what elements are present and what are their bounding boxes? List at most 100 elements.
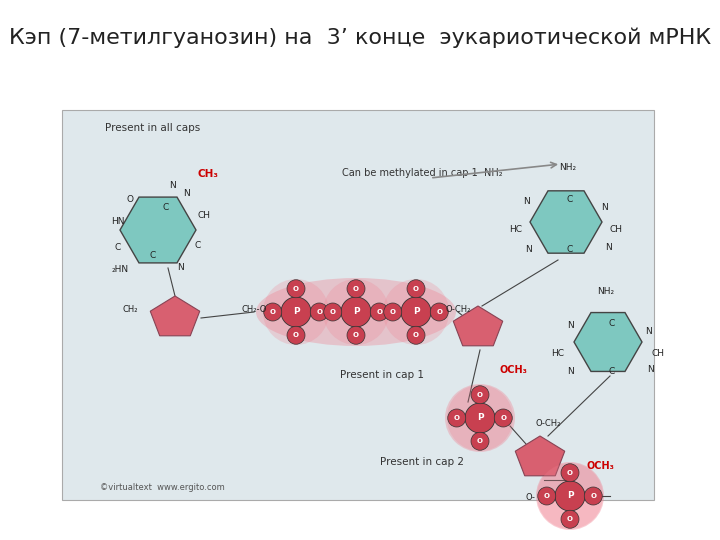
Text: CH₂-O: CH₂-O [241, 305, 266, 314]
Text: O: O [353, 332, 359, 338]
Text: ₂HN: ₂HN [112, 266, 129, 274]
Circle shape [538, 487, 556, 505]
Text: C: C [115, 244, 121, 253]
Text: O-CH₂: O-CH₂ [445, 305, 471, 314]
Text: Present in cap 2: Present in cap 2 [380, 457, 464, 467]
Circle shape [465, 403, 495, 433]
Circle shape [561, 464, 579, 482]
Circle shape [407, 280, 425, 298]
Text: O: O [500, 415, 506, 421]
Circle shape [561, 510, 579, 528]
Polygon shape [150, 296, 199, 336]
Text: CH₂: CH₂ [122, 306, 138, 314]
Circle shape [264, 303, 282, 321]
Text: CH: CH [652, 349, 665, 359]
Text: C: C [163, 204, 169, 213]
Text: O: O [413, 332, 419, 338]
Circle shape [287, 326, 305, 345]
Text: O: O [330, 309, 336, 315]
Polygon shape [530, 191, 602, 253]
Text: HC: HC [510, 226, 523, 234]
Polygon shape [574, 313, 642, 372]
Text: O: O [567, 470, 573, 476]
Text: N: N [176, 264, 184, 273]
Polygon shape [120, 197, 196, 263]
Text: ©virtualtext  www.ergito.com: ©virtualtext www.ergito.com [100, 483, 225, 492]
Circle shape [431, 303, 449, 321]
Circle shape [347, 326, 365, 345]
Text: Present in cap 1: Present in cap 1 [340, 370, 424, 380]
Ellipse shape [445, 384, 515, 452]
Circle shape [287, 280, 305, 298]
Text: O: O [477, 438, 483, 444]
Circle shape [310, 303, 328, 321]
Text: C: C [609, 320, 615, 328]
Text: C: C [567, 195, 573, 205]
Text: NH₂: NH₂ [559, 164, 577, 172]
Text: N: N [183, 190, 189, 199]
Text: O: O [413, 286, 419, 292]
Text: O: O [544, 493, 550, 499]
Text: P: P [353, 307, 359, 316]
Text: NH₂: NH₂ [598, 287, 615, 296]
Text: O: O [436, 309, 442, 315]
Text: Кэп (7-метилгуанозин) на  3’ конце  эукариотической мРНК: Кэп (7-метилгуанозин) на 3’ конце эукари… [9, 28, 711, 48]
Circle shape [584, 487, 602, 505]
Text: O: O [353, 286, 359, 292]
Text: CH₃: CH₃ [197, 169, 218, 179]
Text: OCH₃: OCH₃ [586, 461, 614, 471]
Text: C: C [195, 241, 201, 251]
Circle shape [555, 481, 585, 511]
Text: P: P [293, 307, 300, 316]
Circle shape [447, 385, 513, 451]
Circle shape [494, 409, 512, 427]
Text: CH: CH [197, 212, 210, 220]
Text: O: O [477, 392, 483, 398]
Text: C: C [609, 368, 615, 376]
Text: O: O [293, 286, 299, 292]
Circle shape [407, 326, 425, 345]
Circle shape [324, 303, 342, 321]
Circle shape [537, 463, 603, 529]
Ellipse shape [536, 462, 604, 530]
Text: O: O [316, 309, 323, 315]
Ellipse shape [256, 278, 456, 346]
Text: O: O [293, 332, 299, 338]
Text: N: N [168, 181, 176, 191]
Text: O-: O- [525, 494, 535, 503]
Text: N: N [600, 204, 608, 213]
Text: O: O [567, 516, 573, 522]
Circle shape [341, 297, 371, 327]
Text: O: O [377, 309, 382, 315]
Text: N: N [605, 244, 611, 253]
Circle shape [448, 409, 466, 427]
Circle shape [370, 303, 388, 321]
Text: N: N [567, 368, 573, 376]
Text: P: P [413, 307, 419, 316]
Text: CH: CH [610, 226, 623, 234]
Text: O: O [127, 195, 133, 205]
Circle shape [263, 279, 329, 345]
Text: O-CH₂: O-CH₂ [535, 418, 560, 428]
Polygon shape [454, 306, 503, 346]
Circle shape [383, 279, 449, 345]
Polygon shape [454, 306, 503, 346]
Circle shape [281, 297, 311, 327]
Circle shape [347, 280, 365, 298]
Text: N: N [523, 198, 529, 206]
Text: Present in all caps: Present in all caps [105, 123, 200, 133]
Polygon shape [516, 436, 564, 476]
Circle shape [401, 297, 431, 327]
Polygon shape [150, 296, 199, 336]
Text: O: O [590, 493, 596, 499]
Text: Can be methylated in cap 1  NH₂: Can be methylated in cap 1 NH₂ [342, 168, 503, 178]
Circle shape [471, 386, 489, 404]
Text: HN: HN [112, 218, 125, 226]
Text: P: P [477, 414, 483, 422]
Text: P: P [567, 491, 573, 501]
Text: N: N [525, 246, 531, 254]
Text: N: N [644, 327, 652, 336]
Polygon shape [516, 436, 564, 476]
Text: O: O [270, 309, 276, 315]
Text: C: C [150, 251, 156, 260]
